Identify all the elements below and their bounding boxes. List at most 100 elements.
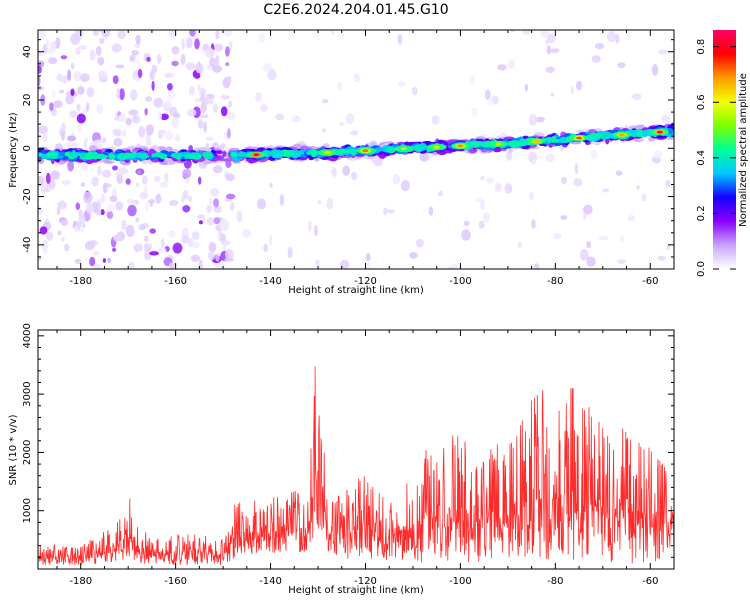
noise-blob [582,212,587,220]
noise-blob [174,135,181,142]
noise-blob [133,243,144,252]
noise-blob [164,172,169,183]
noise-blob [74,225,79,233]
noise-blob [182,205,191,213]
noise-blob [307,220,312,232]
noise-blob [144,242,149,253]
noise-blob [267,69,277,81]
noise-blob [365,252,371,262]
noise-blob [107,257,111,263]
snr-y-tick-label: 1000 [22,498,33,523]
noise-blob [665,179,671,188]
ridge-blob [600,131,613,140]
snr-frame [37,329,675,570]
noise-blob [342,165,351,176]
noise-blob [67,135,77,142]
noise-blob [139,191,149,200]
noise-blob [636,185,640,190]
noise-blob [223,30,233,37]
noise-blob [46,47,55,54]
noise-blob [42,132,48,143]
noise-blob [225,173,235,182]
noise-blob [45,231,54,241]
noise-blob [168,199,179,207]
noise-blob [155,193,162,204]
noise-blob [631,93,642,100]
noise-blob [506,150,513,161]
noise-blob [142,175,148,185]
spectrogram-x-tick-label: -140 [259,276,282,287]
noise-blob [213,217,221,225]
ridge-blob [589,132,599,141]
noise-blob [45,172,51,184]
noise-blob [594,43,605,50]
noise-blob [112,128,122,137]
noise-blob [615,170,623,176]
noise-blob [159,113,169,121]
noise-blob [203,121,208,133]
noise-blob [529,191,534,201]
spectrogram-x-tick-label: -160 [164,276,187,287]
noise-blob [198,220,204,225]
noise-blob [151,80,155,91]
noise-blob [50,170,60,180]
noise-blob [213,205,222,213]
noise-blob [386,209,395,214]
noise-blob [494,182,502,193]
noise-blob [57,200,68,210]
spectrogram-body [38,30,674,269]
noise-blob [215,54,220,67]
ridge-blob [79,152,87,157]
noise-blob [219,219,230,232]
noise-blob [590,149,598,160]
noise-blob [106,211,114,220]
ridge-blob [310,149,318,158]
spectrogram-x-tick-label: -100 [449,276,472,287]
noise-blob [209,57,216,67]
noise-blob [428,206,434,216]
noise-blob [641,193,647,202]
noise-blob [484,89,491,101]
noise-blob [145,124,154,136]
noise-blob [657,49,668,55]
ridge-blob [550,136,557,143]
noise-blob [83,191,93,204]
noise-blob [213,198,220,208]
noise-blob [666,244,671,251]
noise-blob [450,263,458,269]
ridge-peak [576,136,583,140]
noise-blob [168,30,176,38]
noise-blob [159,181,169,188]
noise-blob [39,226,48,235]
noise-blob [151,64,158,74]
noise-blob [38,65,42,74]
noise-blob [291,115,301,123]
noise-blob [70,33,81,45]
noise-blob [214,43,224,52]
ridge-blob [133,153,142,158]
noise-blob [189,30,196,37]
noise-blob [109,195,118,203]
noise-blob [67,69,72,82]
noise-blob [119,88,125,101]
noise-blob [478,220,485,229]
noise-blob [78,45,88,50]
noise-blob [529,154,534,163]
noise-blob [122,129,127,138]
noise-blob [83,108,87,114]
noise-blob [215,263,226,269]
noise-blob [221,240,231,246]
noise-blob [181,196,185,203]
noise-blob [145,201,149,213]
noise-blob [497,64,507,71]
noise-blob [269,234,273,246]
noise-blob [112,75,119,84]
noise-blob [172,242,183,254]
noise-blob [275,113,285,121]
noise-blob [157,247,167,253]
noise-blob [204,99,214,105]
noise-blob [118,113,127,122]
noise-blob [241,229,252,238]
noise-blob [167,83,173,91]
noise-blob [206,93,215,100]
